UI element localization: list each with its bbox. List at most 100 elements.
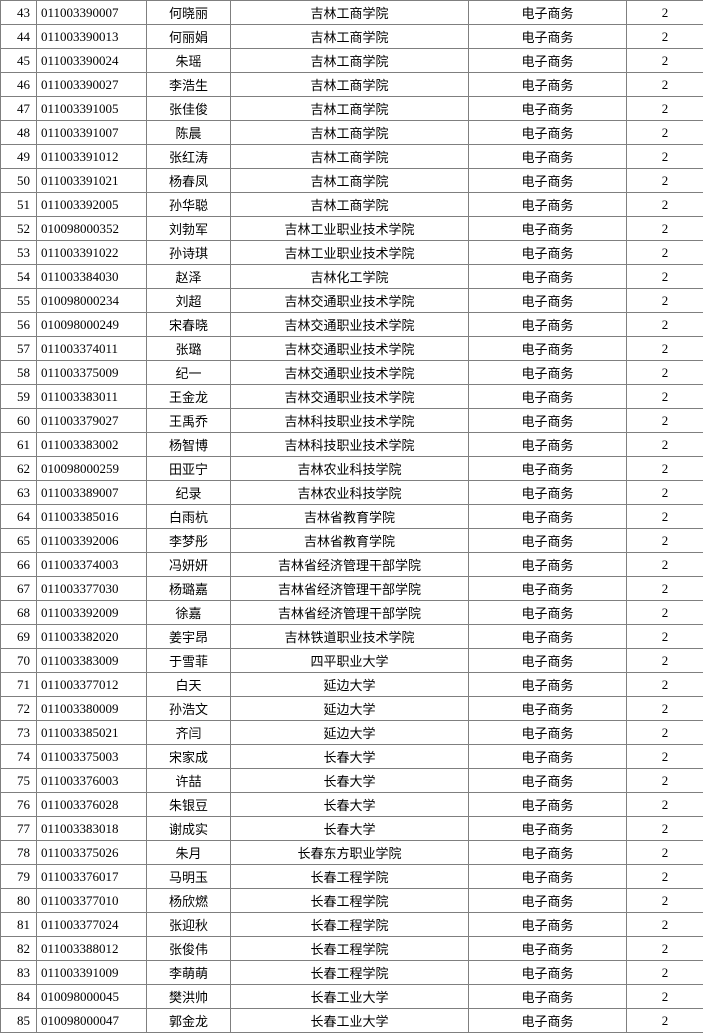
cell-id: 011003380009	[37, 697, 147, 721]
cell-id: 011003388012	[37, 937, 147, 961]
cell-level: 2	[627, 577, 703, 601]
cell-id: 011003391005	[37, 97, 147, 121]
cell-level: 2	[627, 409, 703, 433]
cell-name: 王金龙	[147, 385, 231, 409]
cell-id: 011003391009	[37, 961, 147, 985]
table-body: 43011003390007何晓丽吉林工商学院电子商务2440110033900…	[1, 1, 703, 1033]
cell-index: 84	[1, 985, 37, 1009]
cell-school: 吉林化工学院	[231, 265, 469, 289]
cell-school: 吉林工商学院	[231, 169, 469, 193]
table-row: 71011003377012白天延边大学电子商务2	[1, 673, 703, 697]
cell-id: 011003383018	[37, 817, 147, 841]
cell-index: 83	[1, 961, 37, 985]
cell-school: 吉林工商学院	[231, 73, 469, 97]
cell-id: 011003389007	[37, 481, 147, 505]
table-row: 44011003390013何丽娟吉林工商学院电子商务2	[1, 25, 703, 49]
cell-id: 011003392005	[37, 193, 147, 217]
cell-index: 85	[1, 1009, 37, 1033]
cell-school: 长春工程学院	[231, 889, 469, 913]
cell-index: 45	[1, 49, 37, 73]
cell-id: 011003374003	[37, 553, 147, 577]
cell-name: 杨春凤	[147, 169, 231, 193]
cell-level: 2	[627, 1009, 703, 1033]
cell-school: 吉林铁道职业技术学院	[231, 625, 469, 649]
cell-name: 李浩生	[147, 73, 231, 97]
cell-id: 011003390007	[37, 1, 147, 25]
cell-name: 杨智博	[147, 433, 231, 457]
cell-index: 79	[1, 865, 37, 889]
table-row: 67011003377030杨璐嘉吉林省经济管理干部学院电子商务2	[1, 577, 703, 601]
cell-index: 64	[1, 505, 37, 529]
cell-major: 电子商务	[469, 673, 627, 697]
table-row: 76011003376028朱银豆长春大学电子商务2	[1, 793, 703, 817]
cell-school: 长春工程学院	[231, 937, 469, 961]
cell-level: 2	[627, 433, 703, 457]
table-row: 47011003391005张佳俊吉林工商学院电子商务2	[1, 97, 703, 121]
cell-school: 长春大学	[231, 769, 469, 793]
table-row: 45011003390024朱瑶吉林工商学院电子商务2	[1, 49, 703, 73]
table-row: 63011003389007纪录吉林农业科技学院电子商务2	[1, 481, 703, 505]
cell-name: 孙诗琪	[147, 241, 231, 265]
cell-name: 谢成实	[147, 817, 231, 841]
cell-major: 电子商务	[469, 721, 627, 745]
cell-school: 长春工程学院	[231, 961, 469, 985]
cell-id: 011003390013	[37, 25, 147, 49]
cell-id: 011003376017	[37, 865, 147, 889]
cell-id: 010098000352	[37, 217, 147, 241]
cell-major: 电子商务	[469, 529, 627, 553]
cell-index: 71	[1, 673, 37, 697]
cell-major: 电子商务	[469, 769, 627, 793]
cell-major: 电子商务	[469, 817, 627, 841]
cell-major: 电子商务	[469, 937, 627, 961]
table-row: 84010098000045樊洪帅长春工业大学电子商务2	[1, 985, 703, 1009]
cell-name: 赵泽	[147, 265, 231, 289]
cell-school: 吉林工商学院	[231, 121, 469, 145]
cell-name: 于雪菲	[147, 649, 231, 673]
cell-major: 电子商务	[469, 841, 627, 865]
cell-id: 011003376028	[37, 793, 147, 817]
cell-major: 电子商务	[469, 481, 627, 505]
table-row: 62010098000259田亚宁吉林农业科技学院电子商务2	[1, 457, 703, 481]
cell-id: 011003383011	[37, 385, 147, 409]
cell-name: 纪一	[147, 361, 231, 385]
cell-major: 电子商务	[469, 457, 627, 481]
cell-level: 2	[627, 553, 703, 577]
table-row: 72011003380009孙浩文延边大学电子商务2	[1, 697, 703, 721]
cell-level: 2	[627, 985, 703, 1009]
cell-index: 66	[1, 553, 37, 577]
table-row: 66011003374003冯妍妍吉林省经济管理干部学院电子商务2	[1, 553, 703, 577]
cell-index: 50	[1, 169, 37, 193]
table-row: 49011003391012张红涛吉林工商学院电子商务2	[1, 145, 703, 169]
cell-school: 吉林工业职业技术学院	[231, 217, 469, 241]
cell-school: 吉林工商学院	[231, 97, 469, 121]
cell-level: 2	[627, 817, 703, 841]
cell-level: 2	[627, 265, 703, 289]
cell-id: 011003385021	[37, 721, 147, 745]
cell-index: 81	[1, 913, 37, 937]
cell-index: 61	[1, 433, 37, 457]
cell-index: 62	[1, 457, 37, 481]
cell-major: 电子商务	[469, 625, 627, 649]
cell-name: 孙华聪	[147, 193, 231, 217]
cell-major: 电子商务	[469, 577, 627, 601]
cell-id: 010098000047	[37, 1009, 147, 1033]
cell-school: 吉林省经济管理干部学院	[231, 601, 469, 625]
table-row: 73011003385021齐闫延边大学电子商务2	[1, 721, 703, 745]
cell-school: 吉林工商学院	[231, 193, 469, 217]
cell-major: 电子商务	[469, 697, 627, 721]
cell-name: 李萌萌	[147, 961, 231, 985]
cell-major: 电子商务	[469, 121, 627, 145]
cell-level: 2	[627, 841, 703, 865]
cell-school: 吉林科技职业技术学院	[231, 409, 469, 433]
cell-major: 电子商务	[469, 745, 627, 769]
cell-major: 电子商务	[469, 289, 627, 313]
cell-id: 010098000249	[37, 313, 147, 337]
cell-level: 2	[627, 601, 703, 625]
table-row: 53011003391022孙诗琪吉林工业职业技术学院电子商务2	[1, 241, 703, 265]
cell-level: 2	[627, 25, 703, 49]
cell-major: 电子商务	[469, 409, 627, 433]
cell-id: 011003385016	[37, 505, 147, 529]
cell-name: 朱瑶	[147, 49, 231, 73]
cell-school: 长春工业大学	[231, 985, 469, 1009]
cell-id: 011003391012	[37, 145, 147, 169]
